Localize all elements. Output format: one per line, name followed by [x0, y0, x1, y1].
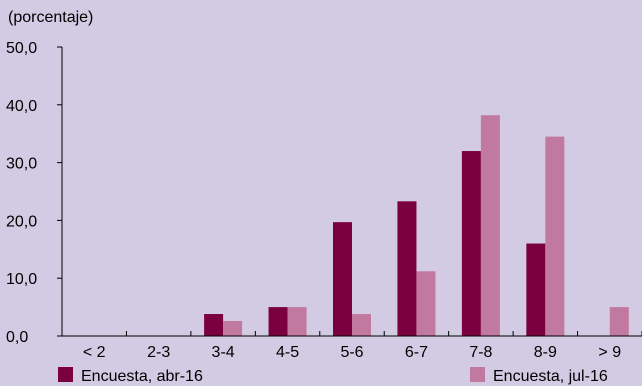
legend-label: Encuesta, jul-16 [493, 368, 608, 385]
y-tick-label: 0,0 [6, 329, 28, 346]
x-tick-label: 2-3 [147, 344, 170, 361]
x-tick-label: 5-6 [340, 344, 363, 361]
bar-abr-16 [204, 314, 224, 336]
legend-swatch [58, 367, 73, 382]
bar-jul-16 [352, 314, 371, 336]
y-tick-label: 20,0 [6, 213, 37, 230]
bar-jul-16 [287, 307, 307, 336]
bar-jul-16 [480, 115, 500, 336]
legend: Encuesta, abr-16 Encuesta, jul-16 [58, 367, 608, 385]
bars [204, 115, 629, 336]
y-axis-ticks: 0,0 10,0 20,0 30,0 40,0 50,0 [6, 40, 62, 346]
x-tick-label: 3-4 [212, 344, 235, 361]
bar-abr-16 [333, 222, 352, 336]
x-tick-label: 6-7 [405, 344, 428, 361]
y-tick-label: 10,0 [6, 271, 37, 288]
legend-label: Encuesta, abr-16 [81, 368, 203, 385]
bar-jul-16 [223, 320, 243, 336]
bar-jul-16 [416, 271, 436, 336]
x-axis-ticks: < 2 2-3 3-4 4-5 5-6 6-7 7-8 8-9 > 9 [61, 331, 642, 361]
bar-abr-16 [526, 243, 546, 336]
bar-abr-16 [268, 307, 288, 336]
y-axis-label: (porcentaje) [8, 9, 93, 26]
bar-jul-16 [609, 307, 629, 336]
y-tick-label: 40,0 [6, 98, 37, 115]
y-tick-label: 30,0 [6, 156, 37, 173]
x-tick-label: > 9 [598, 344, 621, 361]
x-tick-label: 4-5 [276, 344, 299, 361]
x-tick-label: 7-8 [469, 344, 492, 361]
x-tick-label: < 2 [83, 344, 106, 361]
y-tick-label: 50,0 [6, 40, 37, 57]
x-tick-label: 8-9 [534, 344, 557, 361]
bar-abr-16 [461, 151, 481, 336]
axes [61, 47, 642, 337]
legend-swatch [470, 367, 485, 382]
bar-abr-16 [397, 201, 417, 336]
bar-jul-16 [545, 136, 565, 336]
